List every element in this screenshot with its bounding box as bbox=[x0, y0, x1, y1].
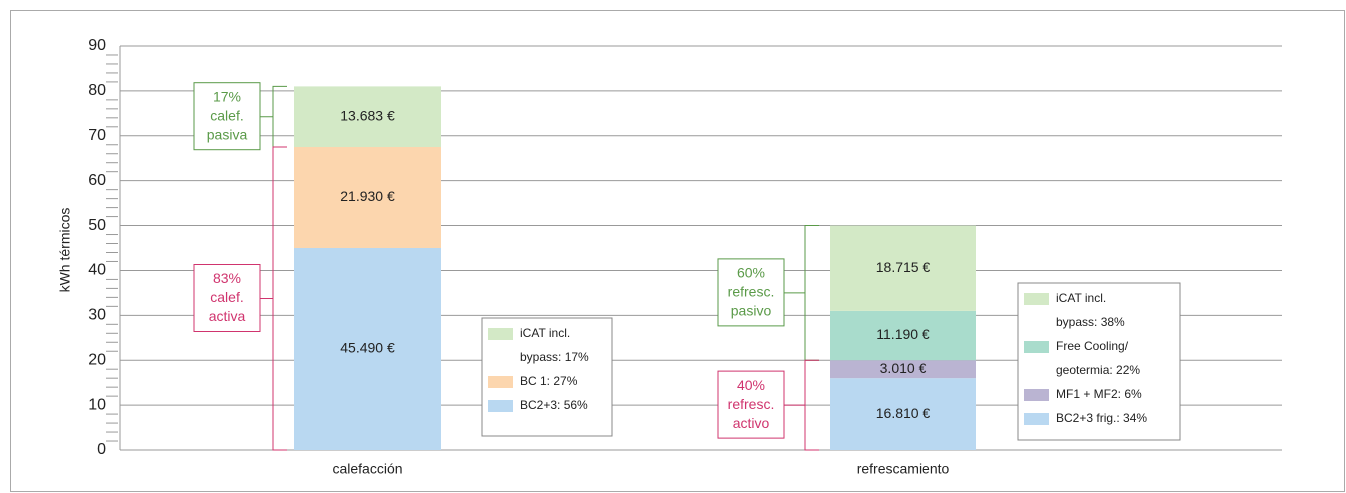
legend-swatch bbox=[1024, 413, 1049, 425]
bracket-label: 40% bbox=[737, 377, 765, 393]
bracket-label: pasiva bbox=[207, 126, 248, 142]
y-tick-label: 10 bbox=[88, 396, 106, 413]
y-tick-label: 0 bbox=[97, 441, 106, 458]
bracket-box bbox=[193, 264, 261, 332]
bar-segment bbox=[830, 225, 976, 311]
y-tick-label: 80 bbox=[88, 82, 106, 99]
legend-swatch bbox=[1024, 389, 1049, 401]
legend-label: geotermia: 22% bbox=[1056, 363, 1140, 377]
legend-label: bypass: 17% bbox=[520, 350, 589, 364]
bracket bbox=[784, 225, 819, 361]
bracket-label: refresc. bbox=[728, 396, 775, 412]
segment-label: 3.010 € bbox=[880, 360, 927, 376]
bracket-label: 83% bbox=[213, 270, 241, 286]
bracket bbox=[260, 146, 287, 451]
bracket-label: calef. bbox=[210, 289, 243, 305]
bar-segment bbox=[294, 86, 441, 147]
y-tick-label: 20 bbox=[88, 351, 106, 368]
y-tick-label: 60 bbox=[88, 172, 106, 189]
legend-swatch bbox=[1024, 341, 1049, 353]
segment-label: 45.490 € bbox=[340, 340, 395, 356]
legend-label: iCAT incl. bbox=[520, 326, 570, 340]
bracket-label: calef. bbox=[210, 107, 243, 123]
x-tick-label: calefacción bbox=[332, 461, 402, 477]
bar-segment bbox=[294, 147, 441, 248]
y-tick-label: 30 bbox=[88, 307, 106, 324]
legend-label: BC2+3: 56% bbox=[520, 398, 588, 412]
bar-segment bbox=[830, 310, 976, 361]
y-tick-label: 70 bbox=[88, 127, 106, 144]
bracket-label: refresc. bbox=[728, 284, 775, 300]
bar-segment bbox=[294, 248, 441, 450]
y-tick-label: 40 bbox=[88, 262, 106, 279]
segment-label: 13.683 € bbox=[340, 107, 395, 123]
bracket-label: 17% bbox=[213, 88, 241, 104]
segment-label: 16.810 € bbox=[876, 405, 931, 421]
legend-box bbox=[1017, 282, 1181, 441]
segment-label: 11.190 € bbox=[876, 326, 930, 342]
legend-label: BC 1: 27% bbox=[520, 374, 578, 388]
legend-swatch bbox=[1024, 293, 1049, 305]
x-tick-label: refrescamiento bbox=[857, 461, 950, 477]
legend-swatch bbox=[488, 328, 513, 340]
bracket-box bbox=[717, 258, 785, 327]
bracket bbox=[260, 85, 287, 148]
bracket-label: 60% bbox=[737, 265, 765, 281]
y-tick-label: 90 bbox=[88, 37, 106, 54]
legend-label: iCAT incl. bbox=[1056, 291, 1106, 305]
bar-segment bbox=[830, 360, 976, 379]
segment-label: 18.715 € bbox=[876, 259, 931, 275]
bracket-box bbox=[193, 82, 261, 151]
y-tick-label: 50 bbox=[88, 217, 106, 234]
legend-label: Free Cooling/ bbox=[1056, 339, 1129, 353]
bracket-label: pasivo bbox=[731, 303, 772, 319]
legend-label: BC2+3 frig.: 34% bbox=[1056, 411, 1147, 425]
legend-swatch bbox=[488, 376, 513, 388]
bracket-label: activa bbox=[209, 308, 246, 324]
bracket bbox=[784, 359, 819, 451]
bar-segment bbox=[830, 378, 976, 450]
legend-label: MF1 + MF2: 6% bbox=[1056, 387, 1142, 401]
y-axis-label: kWh térmicos bbox=[57, 208, 73, 293]
bracket-label: activo bbox=[733, 415, 770, 431]
legend-swatch bbox=[488, 400, 513, 412]
frame bbox=[10, 10, 1345, 492]
bracket-box bbox=[717, 370, 785, 439]
segment-label: 21.930 € bbox=[340, 188, 395, 204]
legend-label: bypass: 38% bbox=[1056, 315, 1125, 329]
